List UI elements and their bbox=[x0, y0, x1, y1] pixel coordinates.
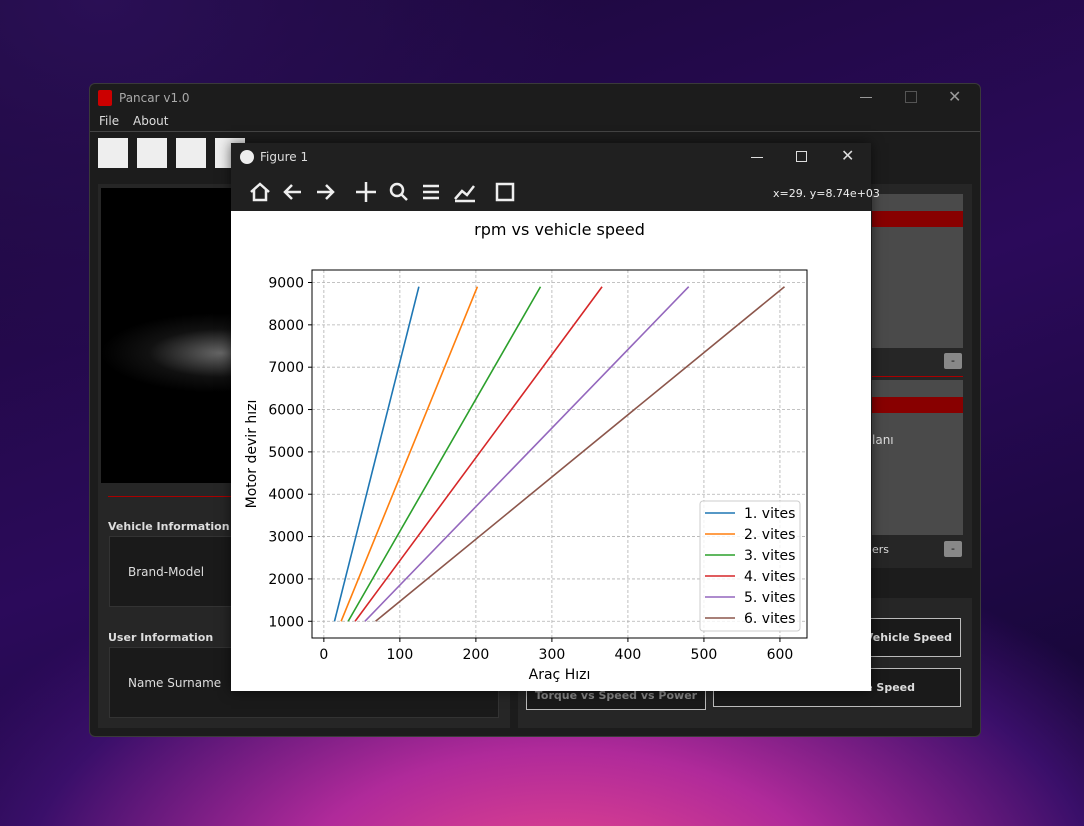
divider bbox=[872, 376, 963, 377]
minus-button[interactable]: - bbox=[944, 353, 962, 369]
maximize[interactable] bbox=[796, 151, 807, 162]
axes-button[interactable] bbox=[454, 185, 475, 203]
maximize[interactable] bbox=[905, 91, 917, 103]
app-icon bbox=[98, 90, 112, 106]
data-line bbox=[333, 286, 420, 622]
field-label: Name Surname bbox=[128, 676, 222, 690]
legend-label: 6. vites bbox=[744, 611, 795, 627]
tool-icon[interactable] bbox=[98, 138, 128, 168]
figure-title: Figure 1 bbox=[260, 150, 309, 164]
y-tick-label: 3000 bbox=[268, 530, 304, 546]
subplots-button[interactable] bbox=[423, 184, 439, 200]
section-heading: Vehicle Information bbox=[108, 520, 230, 533]
y-tick-label: 7000 bbox=[268, 360, 304, 376]
x-tick-label: 200 bbox=[463, 647, 490, 663]
card-band bbox=[872, 211, 963, 227]
y-tick-label: 2000 bbox=[268, 572, 304, 588]
figure-window: Figure 1 ✕ x=29. y=8.74e+03 rpm vs vehic… bbox=[231, 143, 880, 691]
cursor-coords: x=29. y=8.74e+03 bbox=[773, 187, 880, 200]
x-tick-label: 500 bbox=[691, 647, 718, 663]
legend-label: 1. vites bbox=[744, 506, 795, 522]
data-line bbox=[347, 286, 542, 622]
x-tick-label: 400 bbox=[615, 647, 642, 663]
chart: rpm vs vehicle speed 0 100 200 300 400 500 600 1… bbox=[244, 220, 808, 683]
y-tick-label: 1000 bbox=[268, 614, 304, 630]
menu-item[interactable]: File bbox=[99, 114, 120, 128]
forward-button[interactable] bbox=[317, 184, 335, 200]
pan-button[interactable] bbox=[356, 182, 376, 202]
close[interactable]: ✕ bbox=[841, 146, 855, 165]
field-label: Brand-Model bbox=[128, 565, 205, 579]
app-title: Pancar v1.0 bbox=[119, 91, 190, 105]
legend-label: 3. vites bbox=[744, 548, 795, 564]
data-line bbox=[375, 286, 786, 622]
legend-label: 5. vites bbox=[744, 590, 795, 606]
x-tick-label: 600 bbox=[767, 647, 794, 663]
minus-button[interactable]: - bbox=[944, 541, 962, 557]
x-tick-label: 300 bbox=[539, 647, 566, 663]
legend-label: 4. vites bbox=[744, 569, 795, 585]
menu-item[interactable]: About bbox=[133, 114, 169, 128]
axes-frame bbox=[311, 269, 808, 639]
tool-icon[interactable] bbox=[137, 138, 167, 168]
y-tick-label: 9000 bbox=[268, 275, 304, 291]
nav-toolbar bbox=[250, 182, 515, 203]
card-band bbox=[872, 397, 963, 413]
minimize[interactable] bbox=[751, 157, 763, 158]
back-button[interactable] bbox=[283, 184, 301, 200]
section-heading: User Information bbox=[108, 631, 214, 644]
figure-icon bbox=[240, 150, 254, 164]
save-button[interactable] bbox=[495, 182, 515, 202]
tool-icon[interactable] bbox=[176, 138, 206, 168]
y-tick-label: 6000 bbox=[268, 403, 304, 419]
x-tick-label: 0 bbox=[319, 647, 328, 663]
figure-header bbox=[231, 143, 871, 211]
home-button[interactable] bbox=[250, 182, 270, 202]
data-line bbox=[340, 286, 479, 622]
y-axis-label: Motor devir hızı bbox=[244, 400, 260, 509]
x-tick-label: 100 bbox=[387, 647, 414, 663]
data-line bbox=[364, 286, 690, 622]
legend-label: 2. vites bbox=[744, 527, 795, 543]
separator bbox=[90, 131, 980, 132]
card-text: ers bbox=[872, 543, 890, 556]
close[interactable]: ✕ bbox=[948, 87, 962, 106]
x-axis-label: Araç Hızı bbox=[529, 667, 591, 683]
zoom-button[interactable] bbox=[389, 182, 405, 198]
chart-title: rpm vs vehicle speed bbox=[474, 220, 645, 239]
y-tick-label: 4000 bbox=[268, 487, 304, 503]
minimize[interactable] bbox=[860, 97, 872, 98]
y-tick-label: 5000 bbox=[268, 445, 304, 461]
card-text: lanı bbox=[872, 433, 894, 447]
y-tick-label: 8000 bbox=[268, 318, 304, 334]
data-line bbox=[354, 286, 603, 622]
